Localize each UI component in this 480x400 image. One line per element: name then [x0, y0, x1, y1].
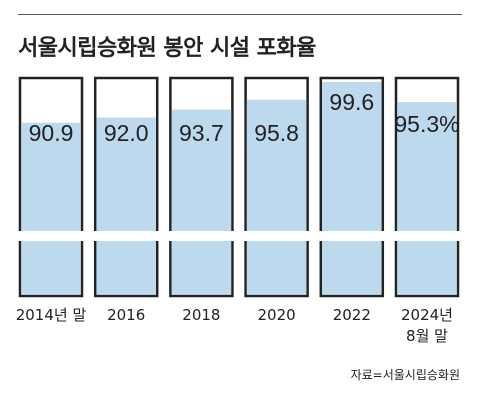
x-tick-label: 2022	[333, 306, 371, 324]
x-tick-label: 8월 말	[406, 327, 448, 345]
x-tick-label: 2016	[107, 306, 145, 324]
source-note: 자료=서울시립승화원	[350, 368, 460, 382]
bar-fill	[246, 99, 307, 295]
axis-break	[318, 231, 385, 241]
value-label: 95.8	[254, 120, 299, 146]
value-label: 93.7	[179, 120, 224, 146]
bar-fill	[322, 81, 382, 295]
bar-fill	[96, 117, 156, 295]
bar-6	[394, 76, 460, 298]
x-tick-label: 2024년	[401, 306, 453, 324]
value-label: 99.6	[329, 89, 374, 115]
bar-4	[243, 76, 310, 298]
x-tick-label: 2014년 말	[16, 306, 87, 324]
value-labels-group: 90.9 92.0 93.7 95.8 99.6 95.3%	[29, 89, 460, 146]
value-label: 90.9	[29, 120, 74, 146]
bar-1	[18, 76, 84, 298]
top-rule	[18, 14, 462, 15]
axis-break	[168, 231, 235, 241]
x-tick-labels-group: 2014년 말 2016 2018 2020 2022 2024년 8월 말	[16, 306, 453, 345]
bar-fill	[397, 102, 457, 295]
value-label: 92.0	[104, 120, 149, 146]
value-label: 95.3%	[394, 111, 459, 137]
bars-group	[18, 76, 460, 298]
bar-fill	[21, 122, 81, 295]
axis-break	[93, 231, 160, 241]
axis-break	[243, 231, 310, 241]
bar-2	[93, 76, 160, 298]
chart-title: 서울시립승화원 봉안 시설 포화율	[18, 36, 316, 61]
bar-3	[168, 76, 235, 298]
x-tick-label: 2020	[258, 306, 296, 324]
axis-break	[18, 231, 84, 241]
axis-break	[394, 231, 460, 241]
x-tick-label: 2018	[182, 306, 220, 324]
bar-fill	[171, 109, 232, 295]
bar-5	[318, 76, 385, 298]
